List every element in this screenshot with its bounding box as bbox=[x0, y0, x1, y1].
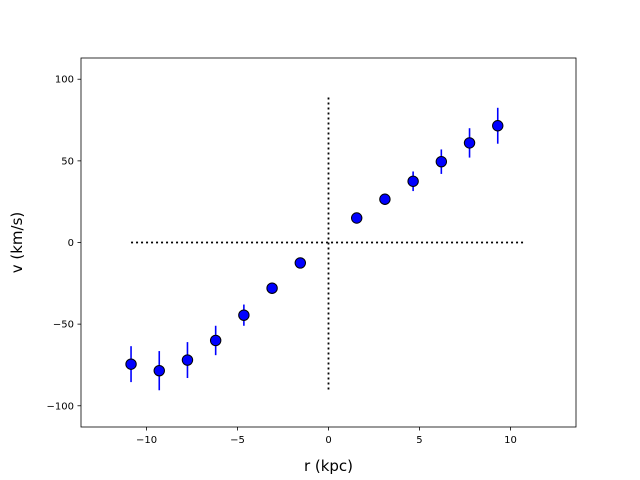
y-axis-ticks: −100 −50 0 50 100 bbox=[47, 75, 81, 412]
y-tick-label: −100 bbox=[47, 401, 74, 412]
data-point bbox=[294, 257, 306, 269]
data-point bbox=[181, 354, 194, 366]
data-points bbox=[125, 120, 504, 377]
data-point bbox=[492, 120, 504, 132]
x-axis-label: r (kpc) bbox=[304, 457, 353, 475]
data-point bbox=[153, 364, 165, 377]
data-point bbox=[435, 155, 448, 168]
data-point bbox=[209, 334, 222, 347]
data-point bbox=[379, 193, 391, 205]
x-tick-label: 5 bbox=[416, 435, 422, 446]
data-point bbox=[407, 175, 419, 187]
x-tick-label: −10 bbox=[136, 435, 157, 446]
x-tick-label: 10 bbox=[504, 435, 517, 446]
data-point bbox=[266, 282, 278, 294]
y-axis-label: v (km/s) bbox=[8, 212, 26, 274]
x-tick-label: 0 bbox=[325, 435, 331, 446]
data-point bbox=[238, 309, 250, 321]
data-point bbox=[351, 212, 363, 224]
y-tick-label: 100 bbox=[55, 75, 74, 86]
y-tick-label: 0 bbox=[68, 238, 74, 249]
data-point bbox=[463, 137, 476, 149]
error-bars bbox=[130, 107, 499, 391]
x-axis-ticks: −10 −5 0 5 10 bbox=[136, 427, 517, 446]
y-tick-label: 50 bbox=[61, 156, 74, 167]
reference-lines bbox=[131, 95, 526, 390]
y-tick-label: −50 bbox=[53, 320, 74, 331]
data-point bbox=[125, 358, 137, 370]
x-tick-label: −5 bbox=[230, 435, 245, 446]
